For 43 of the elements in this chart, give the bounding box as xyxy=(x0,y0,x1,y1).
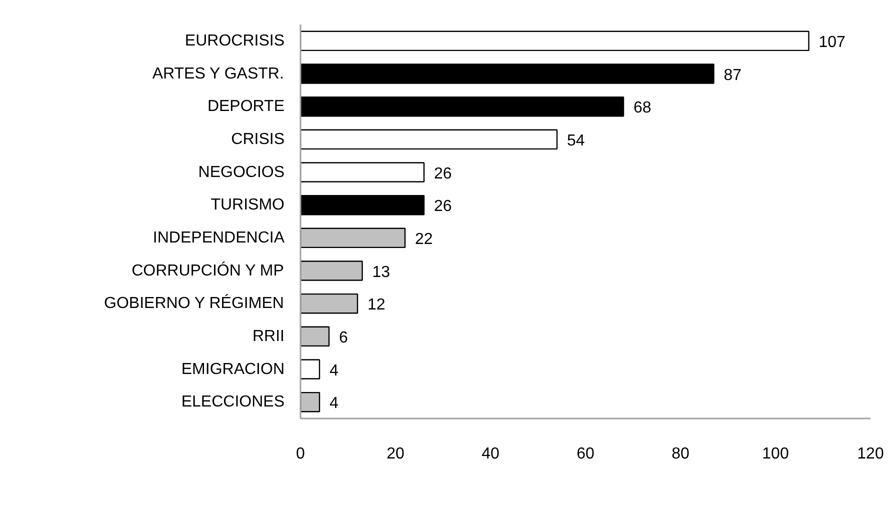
data-label: 4 xyxy=(330,395,338,412)
x-tick-label: 60 xyxy=(576,446,594,462)
y-tick-label: EMIGRACION xyxy=(181,360,285,378)
bar xyxy=(300,162,425,182)
x-tick-label: 0 xyxy=(296,446,306,462)
data-label: 107 xyxy=(818,34,846,51)
bar xyxy=(300,194,425,216)
y-tick-label: RRII xyxy=(252,328,284,345)
data-label: 6 xyxy=(339,329,348,346)
x-tick-label: 120 xyxy=(857,446,884,462)
y-tick-label: NEGOCIOS xyxy=(198,164,284,181)
data-label: 22 xyxy=(415,230,433,248)
y-tick-label: CRISIS xyxy=(231,130,284,148)
x-tick-label: 80 xyxy=(672,446,690,462)
bar xyxy=(300,392,320,412)
y-tick-label: TURISMO xyxy=(210,196,285,214)
x-tick-label: 20 xyxy=(386,446,404,462)
bar xyxy=(300,293,358,314)
data-label: 26 xyxy=(434,165,452,182)
bar xyxy=(300,96,624,117)
data-label: 12 xyxy=(368,296,386,314)
bar xyxy=(300,129,558,150)
x-tick-label: 40 xyxy=(482,446,500,462)
y-tick-label: GOBIERNO Y RÉGIMEN xyxy=(104,294,284,312)
y-tick-label: EUROCRISIS xyxy=(184,32,285,50)
data-label: 87 xyxy=(724,66,742,84)
data-label: 13 xyxy=(372,264,390,281)
data-label: 4 xyxy=(330,362,338,380)
bar xyxy=(300,326,330,347)
bar xyxy=(300,30,810,52)
y-tick-label: DEPORTE xyxy=(207,98,285,116)
y-tick-label: INDEPENDENCIA xyxy=(152,229,285,246)
data-label: 26 xyxy=(434,198,452,216)
bar xyxy=(300,64,714,84)
y-tick-label: ELECCIONES xyxy=(181,394,284,411)
y-tick-label: CORRUPCIÓN Y MP xyxy=(132,261,284,280)
bar xyxy=(300,228,406,248)
data-label: 54 xyxy=(567,132,585,150)
bar xyxy=(300,359,320,380)
x-tick-label: 100 xyxy=(762,446,789,462)
y-tick-label: ARTES Y GASTR. xyxy=(152,65,284,82)
bar xyxy=(300,260,363,281)
data-label: 68 xyxy=(634,100,652,117)
